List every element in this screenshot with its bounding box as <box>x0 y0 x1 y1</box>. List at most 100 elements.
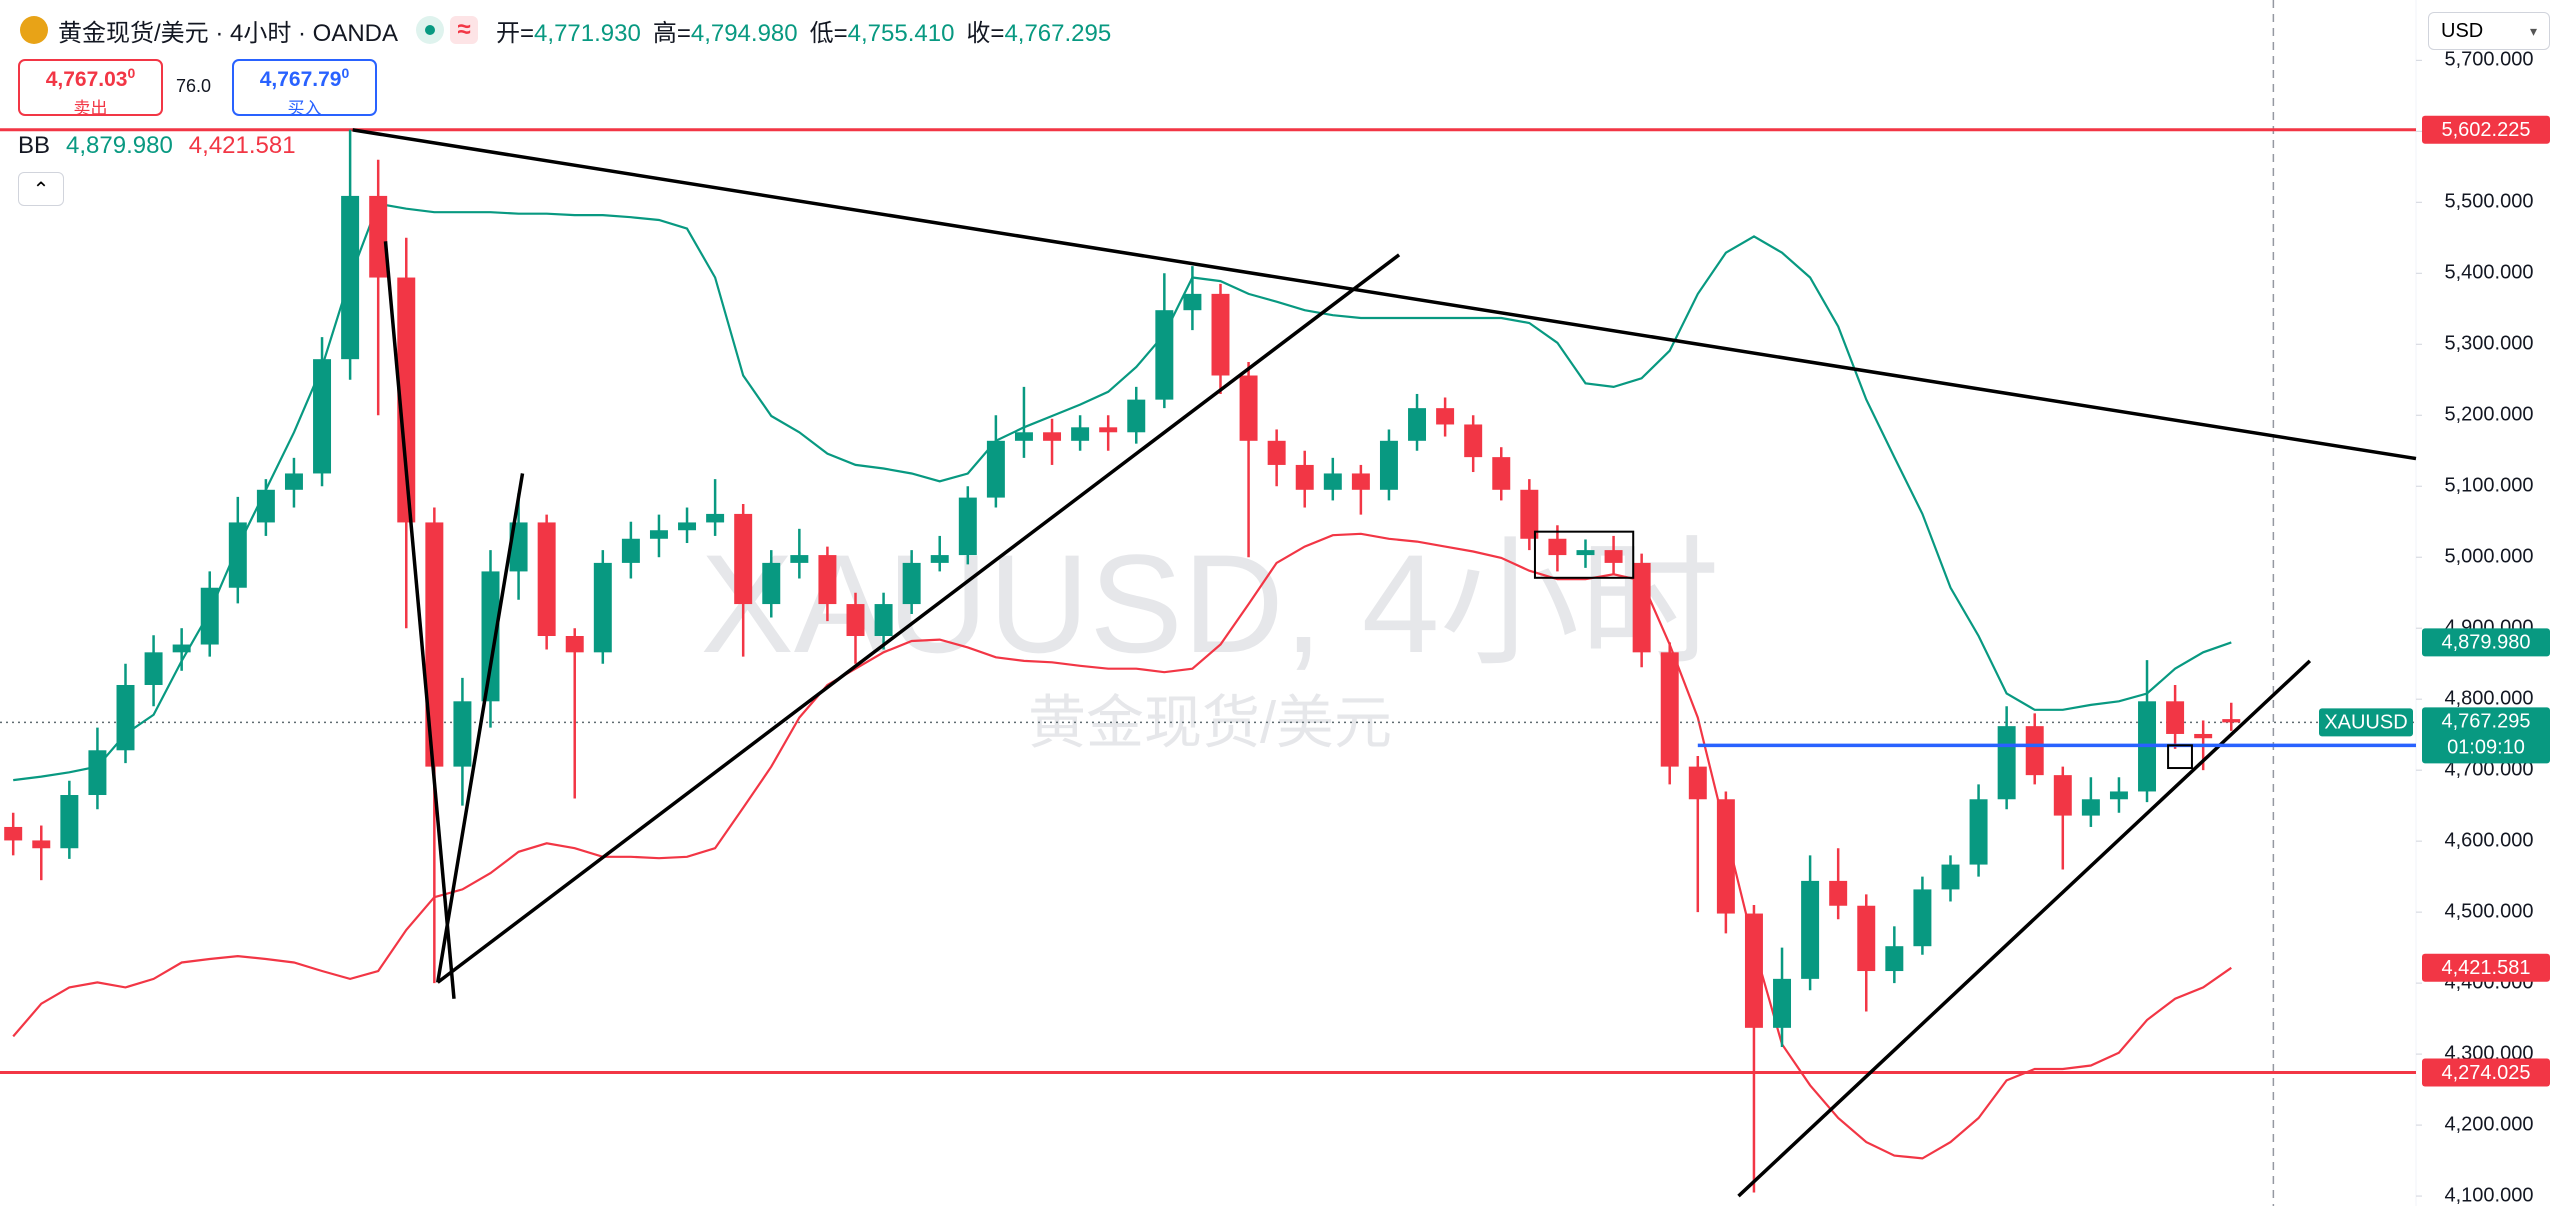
y-tick-label: 5,400.000 <box>2445 262 2534 284</box>
candle-body <box>790 555 809 563</box>
candle-body <box>369 195 388 278</box>
buy-price: 4,767.79 <box>259 68 342 91</box>
candle-body <box>1071 427 1090 441</box>
hline-tag: 4,274.025 <box>2422 1058 2550 1087</box>
ohlc-item: 开=4,771.930 <box>496 13 641 48</box>
ohlc-value: 4,755.410 <box>847 19 955 47</box>
symbol-title[interactable]: 黄金现货/美元 · 4小时 · OANDA <box>58 19 399 47</box>
buy-label: 买入 <box>287 99 322 118</box>
band-tag: 4,879.980 <box>2422 628 2550 657</box>
ohlc-item: 收=4,767.295 <box>966 13 1111 48</box>
y-tick-label: 5,500.000 <box>2445 191 2534 213</box>
sell-pip: 0 <box>127 65 136 81</box>
lower-band <box>12 532 2232 1160</box>
price-tag-bg <box>2422 1058 2550 1087</box>
ohlc-item: 低=4,755.410 <box>810 13 955 48</box>
trend-line <box>436 253 1401 984</box>
candle-body <box>1239 375 1258 441</box>
symbol-header: 黄金现货/美元 · 4小时 · OANDA ≈ 开=4,771.930 高=4,7… <box>20 13 1111 48</box>
candle-body <box>88 750 107 796</box>
candle-body <box>986 440 1005 498</box>
price-tag-bg <box>2422 628 2550 657</box>
upper-band-value: 4,879.980 <box>66 132 173 159</box>
candle-body <box>678 522 697 531</box>
candle-body <box>1155 310 1174 400</box>
candle-body <box>2081 799 2100 816</box>
trend-line <box>435 473 525 983</box>
candle-body <box>1997 726 2016 800</box>
candle-body <box>1127 399 1146 433</box>
candle-body <box>4 826 23 841</box>
candle-body <box>1267 440 1286 465</box>
candle-body <box>1099 427 1118 433</box>
trend-line <box>1737 659 2312 1198</box>
sell-button[interactable]: 4,767.030 卖出 <box>18 59 163 118</box>
candle-body <box>1604 550 1623 563</box>
candle-body <box>930 555 949 563</box>
candle-body <box>481 571 500 702</box>
ohlc-value: 4,794.980 <box>690 19 798 47</box>
spread: 76.0 <box>176 76 212 96</box>
candle-body <box>818 555 837 605</box>
candle-body <box>1436 408 1455 425</box>
candle-body <box>1576 550 1595 556</box>
candle-body <box>537 522 556 637</box>
candle-body <box>1716 799 1735 914</box>
candle-body <box>1379 440 1398 490</box>
indicator-name[interactable]: BB <box>18 132 51 159</box>
trend-line <box>352 128 2417 461</box>
y-tick-label: 4,100.000 <box>2445 1184 2534 1206</box>
candle-body <box>1351 473 1370 490</box>
candle-body <box>172 644 191 653</box>
candle-body <box>2166 701 2185 734</box>
y-tick-label: 5,200.000 <box>2445 404 2534 426</box>
price-tag-bg <box>2422 953 2550 982</box>
candle-body <box>2222 719 2241 723</box>
price-tag-label: 4,274.025 <box>2442 1062 2531 1084</box>
hline-tag: 5,602.225 <box>2422 115 2550 144</box>
candle-body <box>1464 424 1483 458</box>
candle-body <box>341 195 360 360</box>
candle-body <box>1295 464 1314 490</box>
candle-body <box>1969 799 1988 865</box>
candle-body <box>1323 473 1342 490</box>
symbol-logo <box>20 16 48 44</box>
y-tick-label: 5,000.000 <box>2445 545 2534 567</box>
indicator-legend: BB 4,879.980 4,421.581 <box>18 130 296 162</box>
buy-button[interactable]: 4,767.790 买入 <box>232 59 377 118</box>
collapse-button[interactable]: ⌃ <box>18 172 64 206</box>
ohlc-label: 开= <box>496 19 535 47</box>
currency: USD <box>2441 20 2484 42</box>
candle-body <box>2194 733 2213 739</box>
candle-body <box>32 840 51 849</box>
candle-body <box>1857 905 1876 972</box>
price-tag-label: 4,879.980 <box>2442 632 2531 654</box>
candle-body <box>565 636 584 653</box>
currency-select[interactable]: USD ▾ <box>2428 12 2550 50</box>
candle-body <box>958 497 977 556</box>
candle-body <box>228 522 247 588</box>
candle-body <box>762 562 781 605</box>
candle-body <box>509 522 528 572</box>
symbol-tag-bg <box>2319 708 2413 737</box>
y-tick-label: 5,700.000 <box>2445 49 2534 71</box>
price-tag-label: 5,602.225 <box>2442 119 2531 141</box>
candle-body <box>593 562 612 653</box>
candle-body <box>425 522 444 767</box>
price-tag-bg <box>2422 115 2550 144</box>
candle-body <box>1211 293 1230 376</box>
y-tick-label: 4,200.000 <box>2445 1113 2534 1135</box>
candle-body <box>734 513 753 605</box>
candle-body <box>2053 775 2072 816</box>
sell-price: 4,767.03 <box>45 68 128 91</box>
candle-body <box>1913 889 1932 947</box>
delay-icon[interactable]: ≈ <box>450 16 479 44</box>
candle-body <box>284 473 303 490</box>
candle-body <box>256 489 275 523</box>
candle-body <box>60 795 79 849</box>
candle-body <box>846 604 865 637</box>
market-status[interactable] <box>416 16 445 44</box>
candle-body <box>1520 489 1539 539</box>
